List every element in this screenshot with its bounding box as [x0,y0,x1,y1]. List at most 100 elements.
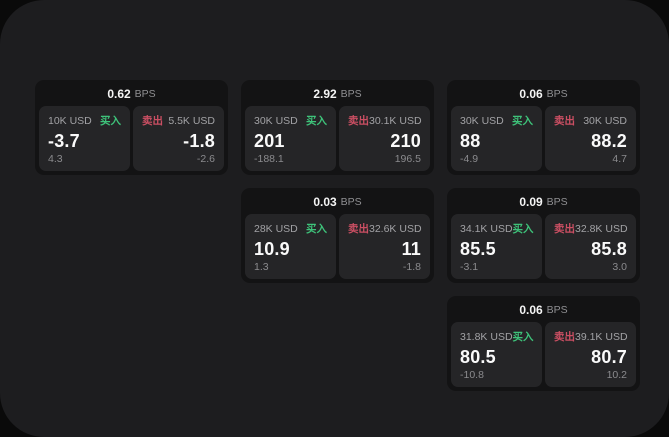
buy-top-row: 30K USD 买入 [460,113,533,128]
sell-change: 10.2 [606,369,627,381]
buy-panel[interactable]: 28K USD 买入 10.9 1.3 [245,214,336,279]
buy-panel[interactable]: 30K USD 买入 201 -188.1 [245,106,336,171]
sell-tag: 卖出 [142,115,163,127]
bps-value: 0.03 [313,194,337,209]
card-body: 31.8K USD 买入 80.5 -10.8 卖出 39.1K USD 80.… [447,322,640,391]
buy-notional: 30K USD [254,114,298,127]
card-header: 2.92 BPS [241,80,434,106]
sell-change: 4.7 [612,153,627,165]
buy-price: 80.5 [460,346,496,367]
card-body: 30K USD 买入 201 -188.1 卖出 30.1K USD 210 1… [241,106,434,175]
quote-card: 0.03 BPS 28K USD 买入 10.9 1.3 卖出 32.6K US… [241,188,434,283]
bps-unit-label: BPS [546,87,568,100]
bps-unit-label: BPS [340,87,362,100]
buy-price: -3.7 [48,130,80,151]
sell-panel[interactable]: 卖出 30.1K USD 210 196.5 [339,106,430,171]
sell-top-row: 卖出 30K USD [554,113,627,128]
sell-change: 196.5 [394,153,421,165]
sell-tag: 卖出 [554,115,575,127]
buy-notional: 30K USD [460,114,504,127]
card-header: 0.06 BPS [447,80,640,106]
buy-change: -3.1 [460,261,479,273]
buy-tag: 买入 [512,331,534,343]
sell-change: -1.8 [402,261,421,273]
bps-unit-label: BPS [546,195,568,208]
sell-notional: 39.1K USD [575,330,628,343]
card-header: 0.62 BPS [35,80,228,106]
buy-tag: 买入 [512,223,534,235]
buy-top-row: 31.8K USD 买入 [460,329,534,344]
bps-value: 0.62 [107,86,131,101]
buy-price: 85.5 [460,238,496,259]
quotes-grid: 0.62 BPS 10K USD 买入 -3.7 4.3 卖出 5.5K USD… [35,80,640,391]
sell-notional: 32.8K USD [575,222,628,235]
sell-top-row: 卖出 5.5K USD [142,113,215,128]
buy-notional: 31.8K USD [460,330,513,343]
sell-change: -2.6 [196,153,215,165]
sell-panel[interactable]: 卖出 39.1K USD 80.7 10.2 [545,322,636,387]
quote-card: 0.06 BPS 31.8K USD 买入 80.5 -10.8 卖出 39.1… [447,296,640,391]
sell-panel[interactable]: 卖出 5.5K USD -1.8 -2.6 [133,106,224,171]
buy-tag: 买入 [306,115,327,127]
buy-panel[interactable]: 34.1K USD 买入 85.5 -3.1 [451,214,542,279]
bps-value: 0.06 [519,302,543,317]
buy-change: -10.8 [460,369,484,381]
bps-value: 0.06 [519,86,543,101]
sell-notional: 30.1K USD [369,114,422,127]
sell-tag: 卖出 [554,223,575,235]
quote-card: 0.06 BPS 30K USD 买入 88 -4.9 卖出 30K USD 8… [447,80,640,175]
card-body: 10K USD 买入 -3.7 4.3 卖出 5.5K USD -1.8 -2.… [35,106,228,175]
sell-tag: 卖出 [554,331,575,343]
buy-top-row: 30K USD 买入 [254,113,327,128]
sell-panel[interactable]: 卖出 32.6K USD 11 -1.8 [339,214,430,279]
quote-card: 0.62 BPS 10K USD 买入 -3.7 4.3 卖出 5.5K USD… [35,80,228,175]
bps-value: 0.09 [519,194,543,209]
buy-notional: 28K USD [254,222,298,235]
sell-top-row: 卖出 39.1K USD [554,329,628,344]
card-body: 28K USD 买入 10.9 1.3 卖出 32.6K USD 11 -1.8 [241,214,434,283]
bps-value: 2.92 [313,86,337,101]
bps-unit-label: BPS [546,303,568,316]
buy-notional: 10K USD [48,114,92,127]
sell-price: 88.2 [591,130,627,151]
buy-top-row: 28K USD 买入 [254,221,327,236]
buy-tag: 买入 [306,223,327,235]
quote-card: 0.09 BPS 34.1K USD 买入 85.5 -3.1 卖出 32.8K… [447,188,640,283]
sell-notional: 32.6K USD [369,222,422,235]
buy-price: 201 [254,130,285,151]
sell-tag: 卖出 [348,115,369,127]
sell-price: 210 [390,130,421,151]
sell-price: 80.7 [591,346,627,367]
buy-tag: 买入 [512,115,533,127]
buy-notional: 34.1K USD [460,222,513,235]
buy-change: -4.9 [460,153,479,165]
sell-tag: 卖出 [348,223,369,235]
buy-panel[interactable]: 31.8K USD 买入 80.5 -10.8 [451,322,542,387]
buy-change: -188.1 [254,153,284,165]
sell-panel[interactable]: 卖出 30K USD 88.2 4.7 [545,106,636,171]
sell-panel[interactable]: 卖出 32.8K USD 85.8 3.0 [545,214,636,279]
card-body: 34.1K USD 买入 85.5 -3.1 卖出 32.8K USD 85.8… [447,214,640,283]
sell-price: 85.8 [591,238,627,259]
buy-price: 88 [460,130,481,151]
buy-top-row: 34.1K USD 买入 [460,221,534,236]
buy-tag: 买入 [100,115,121,127]
card-header: 0.06 BPS [447,296,640,322]
quote-card: 2.92 BPS 30K USD 买入 201 -188.1 卖出 30.1K … [241,80,434,175]
bps-unit-label: BPS [340,195,362,208]
sell-top-row: 卖出 32.8K USD [554,221,628,236]
buy-change: 1.3 [254,261,269,273]
buy-panel[interactable]: 30K USD 买入 88 -4.9 [451,106,542,171]
sell-price: -1.8 [183,130,215,151]
bps-unit-label: BPS [134,87,156,100]
sell-price: 11 [401,238,421,259]
card-header: 0.09 BPS [447,188,640,214]
card-header: 0.03 BPS [241,188,434,214]
buy-panel[interactable]: 10K USD 买入 -3.7 4.3 [39,106,130,171]
sell-notional: 30K USD [583,114,627,127]
sell-change: 3.0 [612,261,627,273]
sell-top-row: 卖出 32.6K USD [348,221,422,236]
buy-price: 10.9 [254,238,290,259]
